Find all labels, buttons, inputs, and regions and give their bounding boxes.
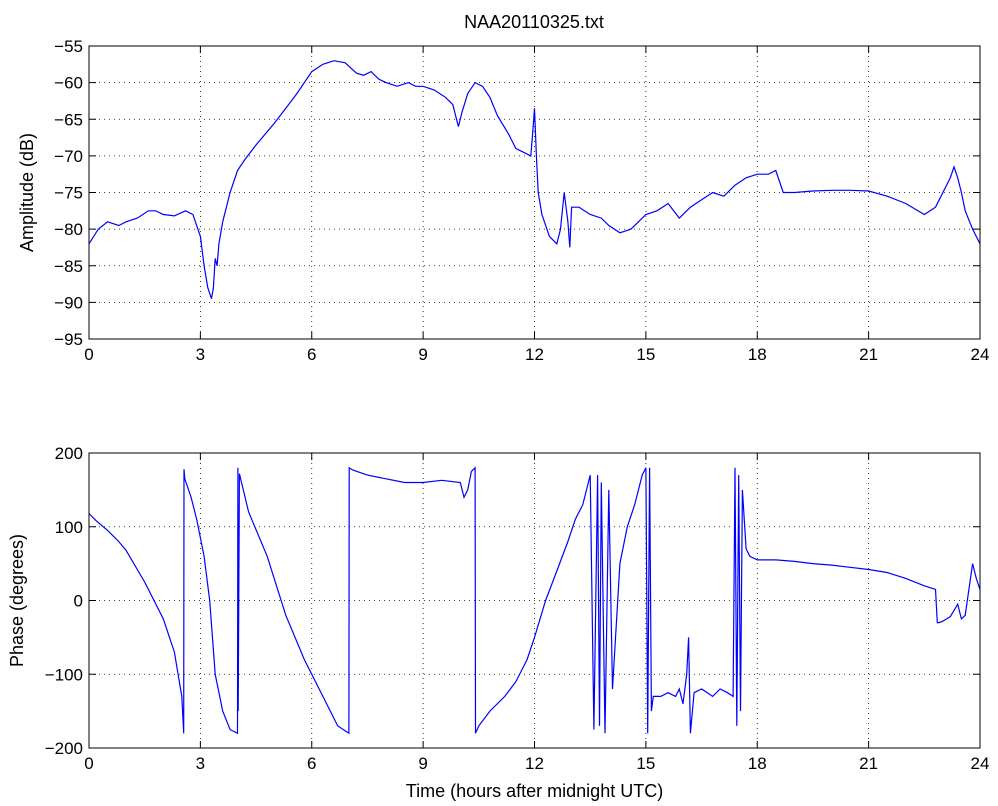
phase-x-ticks: 0 3 6 9 12 15 18 21 24 xyxy=(84,453,989,773)
x-tick-label: 18 xyxy=(748,754,767,773)
amplitude-panel: 0 3 6 9 12 15 18 21 24 −95−90−85−80−75−70−65−60−… xyxy=(17,37,989,364)
x-tick-label: 12 xyxy=(525,754,544,773)
y-tick-label: 100 xyxy=(55,518,83,537)
y-tick-label: 200 xyxy=(55,444,83,463)
y-tick-label: −55 xyxy=(54,37,83,56)
amplitude-y-ticks: −95 −90 −85 −80 −75 −70 −65 −60 −55 xyxy=(54,37,980,349)
x-tick-label: 18 xyxy=(748,345,767,364)
x-tick-label: 15 xyxy=(636,345,655,364)
y-tick-label: 0 xyxy=(74,592,83,611)
x-tick-label: 24 xyxy=(971,754,990,773)
x-tick-label: 3 xyxy=(196,754,205,773)
y-tick-label: −85 xyxy=(54,257,83,276)
phase-grid xyxy=(89,453,980,748)
y-tick-label: −60 xyxy=(54,74,83,93)
y-tick-label: −200 xyxy=(45,739,83,758)
chart-title: NAA20110325.txt xyxy=(464,12,604,32)
phase-y-ticks: −200 −100 0 100 200 xyxy=(45,444,980,758)
amplitude-series-line xyxy=(88,60,981,299)
y-tick-label: −65 xyxy=(54,110,83,129)
x-tick-label: 0 xyxy=(84,754,93,773)
x-tick-label: 0 xyxy=(84,345,93,364)
x-tick-label: 12 xyxy=(525,345,544,364)
phase-panel: 0 3 6 9 12 15 18 21 24 −200 −100 0 100 200 Phase (de… xyxy=(7,444,989,801)
x-tick-label: 6 xyxy=(307,754,316,773)
x-tick-label: 9 xyxy=(418,754,427,773)
amplitude-y-axis-label: Amplitude (dB) xyxy=(17,133,37,252)
x-tick-label: 21 xyxy=(859,754,878,773)
y-tick-label: −95 xyxy=(54,330,83,349)
y-tick-label: −75 xyxy=(54,184,83,203)
x-tick-label: 15 xyxy=(636,754,655,773)
y-tick-label: −100 xyxy=(45,665,83,684)
x-tick-label: 3 xyxy=(196,345,205,364)
x-tick-label: 21 xyxy=(859,345,878,364)
y-tick-label: −80 xyxy=(54,220,83,239)
phase-series-line xyxy=(88,466,981,735)
x-tick-label: 24 xyxy=(971,345,990,364)
amplitude-x-ticks: 0 3 6 9 12 15 18 21 24 xyxy=(84,46,989,364)
x-tick-label: 9 xyxy=(418,345,427,364)
x-tick-label: 6 xyxy=(307,345,316,364)
y-tick-label: −70 xyxy=(54,147,83,166)
phase-y-axis-label: Phase (degrees) xyxy=(7,534,27,667)
phase-x-axis-label: Time (hours after midnight UTC) xyxy=(406,781,663,801)
y-tick-label: −90 xyxy=(54,293,83,312)
